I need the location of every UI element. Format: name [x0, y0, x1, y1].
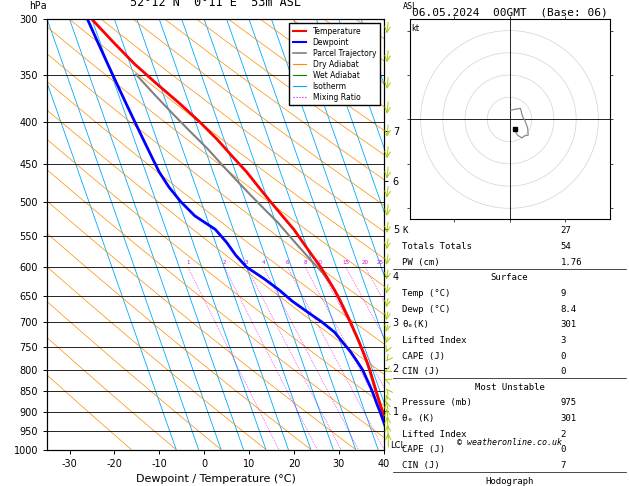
Text: 20: 20: [362, 260, 369, 265]
Text: CIN (J): CIN (J): [403, 461, 440, 470]
Text: kt: kt: [412, 24, 420, 33]
Text: CIN (J): CIN (J): [403, 367, 440, 376]
Text: CAPE (J): CAPE (J): [403, 351, 445, 361]
Text: © weatheronline.co.uk: © weatheronline.co.uk: [457, 438, 562, 447]
Text: K: K: [403, 226, 408, 235]
Text: 4: 4: [262, 260, 265, 265]
Text: 54: 54: [560, 242, 571, 251]
Text: 0: 0: [560, 367, 566, 376]
Text: 975: 975: [560, 399, 577, 407]
Text: Hodograph: Hodograph: [486, 477, 533, 486]
Text: 06.05.2024  00GMT  (Base: 06): 06.05.2024 00GMT (Base: 06): [411, 7, 608, 17]
Text: PW (cm): PW (cm): [403, 258, 440, 267]
Text: 25: 25: [377, 260, 384, 265]
Text: Most Unstable: Most Unstable: [474, 383, 545, 392]
Text: θₑ(K): θₑ(K): [403, 320, 430, 329]
Text: 52°12'N  0°11'E  53m ASL: 52°12'N 0°11'E 53m ASL: [130, 0, 301, 9]
Text: hPa: hPa: [29, 1, 47, 11]
Text: Lifted Index: Lifted Index: [403, 336, 467, 345]
Text: 8: 8: [303, 260, 307, 265]
Legend: Temperature, Dewpoint, Parcel Trajectory, Dry Adiabat, Wet Adiabat, Isotherm, Mi: Temperature, Dewpoint, Parcel Trajectory…: [289, 23, 380, 105]
Text: km
ASL: km ASL: [403, 0, 418, 11]
Text: 2: 2: [560, 430, 566, 439]
Text: 8.4: 8.4: [560, 305, 577, 313]
Text: Surface: Surface: [491, 273, 528, 282]
Text: 3: 3: [245, 260, 248, 265]
Text: 2: 2: [223, 260, 226, 265]
Text: LCL: LCL: [391, 441, 406, 451]
Text: Temp (°C): Temp (°C): [403, 289, 451, 298]
Text: 7: 7: [560, 461, 566, 470]
Text: 9: 9: [560, 289, 566, 298]
Text: 301: 301: [560, 414, 577, 423]
Text: 0: 0: [560, 351, 566, 361]
Text: 27: 27: [560, 226, 571, 235]
Text: 0: 0: [560, 445, 566, 454]
Text: Totals Totals: Totals Totals: [403, 242, 472, 251]
Text: Dewp (°C): Dewp (°C): [403, 305, 451, 313]
X-axis label: Dewpoint / Temperature (°C): Dewpoint / Temperature (°C): [135, 474, 296, 484]
Text: Pressure (mb): Pressure (mb): [403, 399, 472, 407]
Text: 1: 1: [186, 260, 190, 265]
Text: 3: 3: [560, 336, 566, 345]
Text: 15: 15: [342, 260, 349, 265]
Text: CAPE (J): CAPE (J): [403, 445, 445, 454]
Text: 10: 10: [316, 260, 323, 265]
Text: θₑ (K): θₑ (K): [403, 414, 435, 423]
Text: Lifted Index: Lifted Index: [403, 430, 467, 439]
Text: 6: 6: [286, 260, 289, 265]
Text: 301: 301: [560, 320, 577, 329]
Text: 1.76: 1.76: [560, 258, 582, 267]
